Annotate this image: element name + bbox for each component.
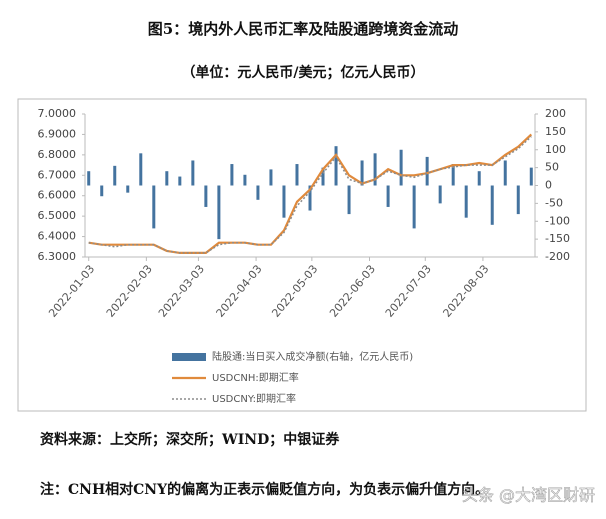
- bar: [386, 185, 390, 207]
- y-tick-label: 7.0000: [38, 107, 77, 120]
- bar: [347, 185, 351, 215]
- bar: [308, 185, 312, 211]
- bar: [373, 153, 377, 186]
- x-tick-label: 2022-07-03: [383, 263, 434, 320]
- x-tick-label: 2022-04-03: [214, 263, 265, 320]
- x-tick-label: 2022-08-03: [440, 263, 491, 320]
- bar: [230, 164, 234, 186]
- bar: [295, 164, 299, 186]
- y2-tick-label: 200: [545, 107, 566, 120]
- y-tick-label: 6.9000: [38, 127, 77, 140]
- y-tick-label: 6.3000: [38, 250, 77, 263]
- bar: [152, 185, 156, 229]
- legend-label: USDCNY:即期汇率: [212, 392, 296, 405]
- source: 资料来源：上交所；深交所；WIND；中银证券: [40, 431, 340, 448]
- legend-label: 陆股通:当日买入成交净额(右轴，亿元人民币): [212, 350, 413, 363]
- watermark: 头条 @大湾区财研: [462, 486, 595, 505]
- bar: [191, 160, 195, 186]
- subtitle: （单位：元人民币/美元；亿元人民币）: [181, 64, 424, 81]
- bar: [529, 167, 533, 186]
- bar: [516, 185, 520, 215]
- bar: [438, 185, 442, 204]
- bar: [503, 160, 507, 186]
- bar: [464, 185, 468, 218]
- y2-tick-label: 100: [545, 143, 566, 156]
- bar: [100, 185, 104, 197]
- bar: [321, 167, 325, 186]
- bar: [87, 171, 91, 186]
- bar: [477, 171, 481, 186]
- y2-tick-label: -50: [545, 196, 563, 209]
- bar: [165, 171, 169, 186]
- bar: [412, 185, 416, 229]
- y2-tick-label: -200: [545, 250, 570, 263]
- bar: [243, 174, 247, 186]
- y2-tick-label: -150: [545, 232, 570, 245]
- bar: [490, 185, 494, 225]
- x-tick-label: 2022-06-03: [327, 263, 378, 320]
- line: [88, 135, 532, 254]
- note: 注：CNH相对CNY的偏离为正表示偏贬值方向，为负表示偏升值方向。: [40, 481, 489, 498]
- bar: [425, 156, 429, 186]
- y-tick-label: 6.4000: [38, 230, 77, 243]
- bar: [360, 160, 364, 186]
- bar: [451, 164, 455, 186]
- y-tick-label: 6.7000: [38, 168, 77, 181]
- y-tick-label: 6.6000: [38, 189, 77, 202]
- line: [88, 133, 533, 254]
- chart-frame: [17, 98, 587, 412]
- legend-swatch: [172, 353, 206, 361]
- legend-label: USDCNH:即期汇率: [212, 371, 299, 384]
- x-tick-label: 2022-02-03: [104, 263, 155, 320]
- x-tick-label: 2022-01-03: [46, 263, 97, 320]
- bar: [256, 185, 260, 200]
- bar: [399, 149, 403, 186]
- y2-tick-label: 150: [545, 125, 566, 138]
- bar: [204, 185, 208, 207]
- bar: [139, 153, 143, 186]
- bar: [126, 185, 130, 193]
- y2-tick-label: 50: [545, 161, 559, 174]
- bar: [334, 146, 338, 186]
- title: 图5：境内外人民币汇率及陆股通跨境资金流动: [148, 20, 458, 38]
- y-tick-label: 6.5000: [38, 209, 77, 222]
- bar: [269, 169, 273, 186]
- y2-tick-label: 0: [545, 179, 552, 192]
- x-tick-label: 2022-05-03: [269, 263, 320, 320]
- bar: [217, 185, 221, 240]
- bar: [113, 165, 117, 186]
- x-tick-label: 2022-03-03: [156, 263, 207, 320]
- y2-tick-label: -100: [545, 214, 570, 227]
- y-tick-label: 6.8000: [38, 148, 77, 161]
- bar: [178, 176, 182, 186]
- bar: [282, 185, 286, 218]
